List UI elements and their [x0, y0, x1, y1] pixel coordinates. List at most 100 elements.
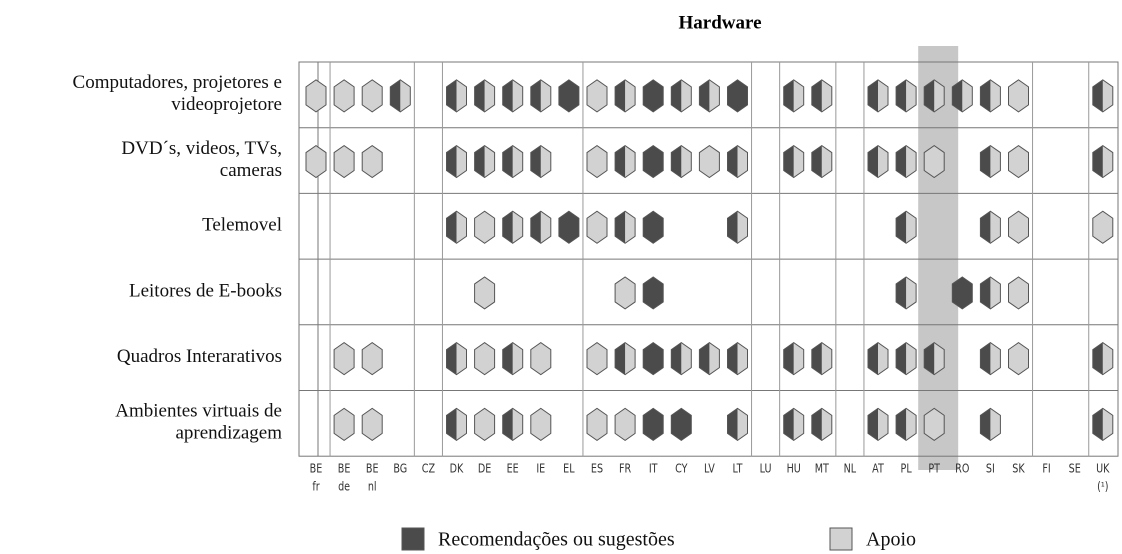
symbol-left	[502, 79, 513, 112]
cell-symbol	[530, 210, 552, 244]
symbol	[586, 144, 608, 179]
symbol-left	[671, 342, 682, 375]
symbol-outline	[783, 342, 805, 376]
symbol	[586, 342, 608, 376]
cell-symbol	[333, 79, 355, 113]
symbol	[586, 79, 608, 113]
symbol-outline	[698, 79, 720, 113]
symbol	[474, 276, 496, 310]
cell-symbol	[502, 79, 524, 113]
cell-symbol	[895, 342, 917, 376]
symbol-right	[1102, 145, 1113, 178]
cell-symbol	[727, 342, 748, 376]
symbol-right	[709, 79, 720, 112]
symbol-outline	[1092, 407, 1114, 441]
cell-symbol	[979, 79, 1001, 113]
symbol-outline	[923, 79, 945, 113]
row-label: Leitores de E-books	[129, 280, 282, 301]
cell-symbol	[727, 407, 748, 441]
symbol-left	[615, 145, 626, 178]
symbol-outline	[979, 210, 1001, 244]
symbol-right	[681, 79, 692, 112]
cell-symbol	[811, 407, 833, 441]
symbol	[474, 342, 496, 376]
symbol-left	[727, 211, 738, 244]
cell-symbol	[698, 79, 720, 113]
cell-symbol	[642, 210, 664, 244]
symbol-right	[737, 408, 748, 441]
cell-symbol	[783, 342, 805, 376]
symbol-right	[709, 342, 720, 375]
symbol-left	[502, 342, 513, 375]
cell-symbol	[530, 79, 552, 113]
symbol	[530, 342, 552, 376]
symbol-right	[484, 79, 495, 112]
symbol	[614, 407, 636, 441]
symbol	[361, 79, 383, 113]
cell-symbol	[1092, 144, 1114, 179]
symbol-left	[980, 79, 991, 112]
cell-symbol	[951, 276, 973, 310]
symbol-outline	[670, 342, 692, 376]
column-code: DE	[478, 461, 492, 475]
symbol	[642, 210, 664, 244]
cell-symbol	[446, 79, 467, 113]
symbol-outline	[614, 342, 636, 376]
symbol-left	[615, 211, 626, 244]
symbol-outline	[530, 144, 552, 179]
symbol-left	[446, 211, 457, 244]
symbol-right	[540, 145, 551, 178]
symbol	[333, 407, 355, 441]
symbol-left	[811, 79, 822, 112]
cell-symbol	[558, 210, 580, 244]
cell-symbol	[474, 342, 496, 376]
symbol-left	[811, 342, 822, 375]
symbol-left	[896, 79, 907, 112]
symbol	[642, 79, 664, 113]
column-code: BE	[366, 461, 379, 475]
symbol-right	[906, 211, 917, 244]
symbol-left	[727, 408, 738, 441]
column-code: PT	[928, 461, 940, 475]
cell-symbol	[1008, 144, 1029, 179]
symbol-left	[474, 145, 485, 178]
symbol-left	[727, 145, 738, 178]
symbol-left	[727, 342, 738, 375]
symbol-outline	[923, 342, 945, 376]
symbol	[474, 210, 496, 244]
symbol-outline	[979, 342, 1001, 376]
symbol	[305, 79, 327, 113]
row-label: Quadros Interarativos	[117, 346, 282, 367]
cell-symbol	[530, 342, 552, 376]
symbol-right	[878, 145, 888, 178]
column-code: EL	[563, 461, 574, 475]
symbol-right	[821, 342, 832, 375]
symbol	[698, 144, 720, 179]
cell-symbol	[446, 210, 467, 244]
symbol-right	[737, 211, 748, 244]
symbol-outline	[979, 144, 1001, 179]
symbol-right	[906, 79, 917, 112]
column-code: LU	[760, 461, 772, 475]
symbol-right	[906, 145, 917, 178]
symbol	[642, 342, 664, 376]
cell-symbol	[811, 79, 833, 113]
symbol-outline	[895, 79, 917, 113]
cell-symbol	[895, 407, 917, 441]
cell-symbol	[361, 342, 383, 376]
cell-symbol	[895, 276, 917, 310]
column-code: DK	[450, 461, 464, 475]
symbol	[923, 407, 945, 441]
column-code: ES	[591, 461, 603, 475]
symbol-outline	[502, 210, 524, 244]
symbol-right	[681, 342, 692, 375]
cell-symbol	[979, 342, 1001, 376]
cell-symbol	[923, 79, 945, 113]
cell-symbol	[361, 79, 383, 113]
symbol-left	[980, 211, 991, 244]
symbol-outline	[530, 79, 552, 113]
symbol-right	[934, 342, 945, 375]
symbol	[333, 342, 355, 376]
symbol	[1092, 210, 1114, 244]
symbol	[361, 342, 383, 376]
